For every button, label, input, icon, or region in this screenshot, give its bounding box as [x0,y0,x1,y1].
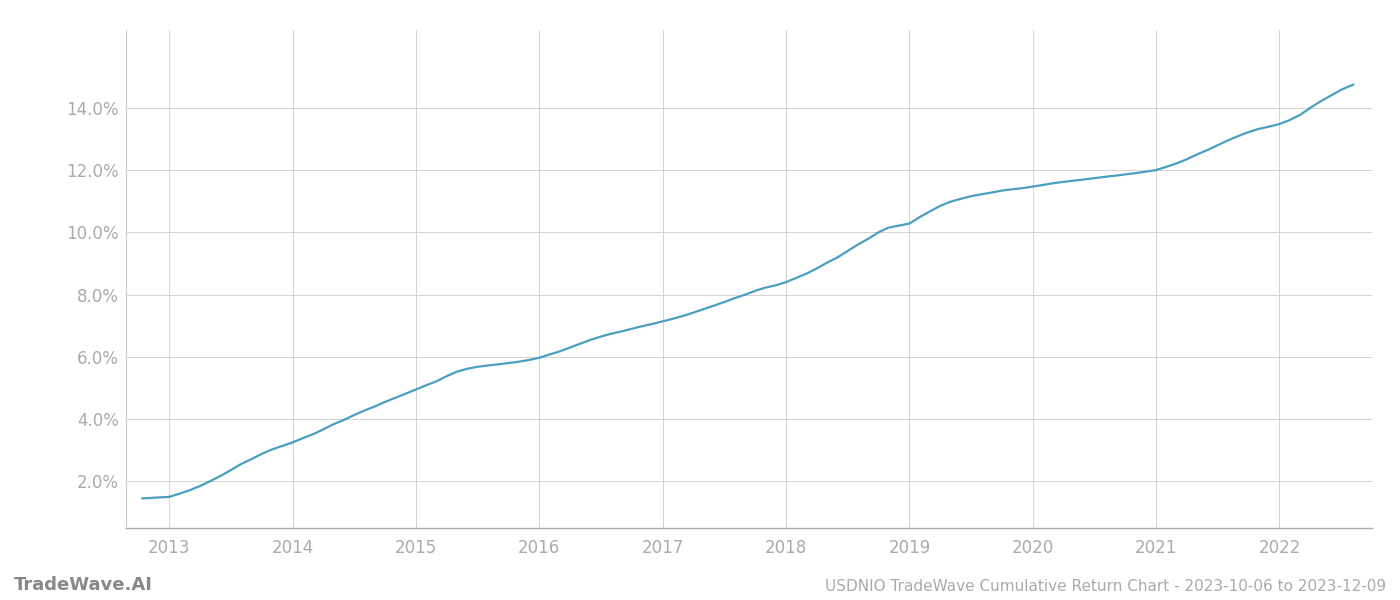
Text: USDNIO TradeWave Cumulative Return Chart - 2023-10-06 to 2023-12-09: USDNIO TradeWave Cumulative Return Chart… [825,579,1386,594]
Text: TradeWave.AI: TradeWave.AI [14,576,153,594]
